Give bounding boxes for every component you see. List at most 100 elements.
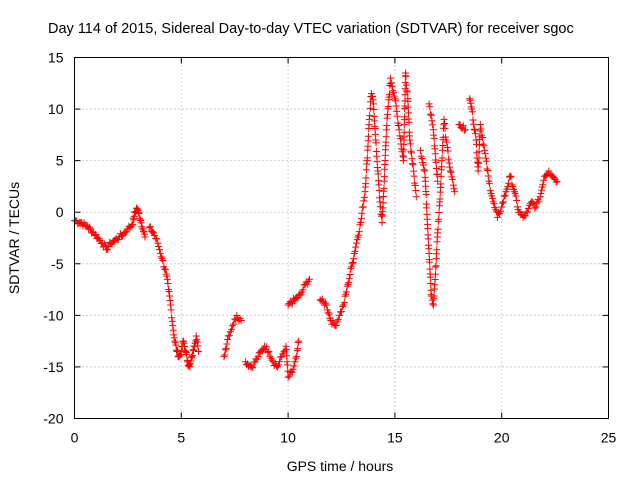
data-point [187,357,195,365]
data-point [498,203,506,211]
data-point [167,301,175,309]
data-point [248,363,256,371]
data-point [475,148,483,156]
data-point [341,292,349,300]
data-point [417,146,425,154]
data-point [220,353,228,361]
data-point [387,79,395,87]
data-point [370,106,378,114]
y-tick-label: 5 [56,153,64,169]
data-point [512,192,520,200]
data-point [428,117,436,125]
data-point [434,177,442,185]
data-point [163,272,171,280]
data-point [249,364,257,372]
data-point [323,306,331,314]
data-point [362,174,370,182]
data-point [352,243,360,251]
data-point [192,337,200,345]
data-point [358,209,366,217]
data-point [383,122,391,130]
data-point [421,167,429,175]
data-point [355,228,363,236]
plot-frame [74,57,609,419]
data-point [375,187,383,195]
data-point [163,275,171,283]
data-point [379,199,387,207]
data-point [363,154,371,162]
data-point [523,208,531,216]
data-point [221,346,229,354]
data-point [360,197,368,205]
data-point [506,172,514,180]
data-point [380,184,388,192]
data-point [470,125,478,133]
data-point [399,152,407,160]
data-point [443,138,451,146]
data-point [489,198,497,206]
data-point [428,296,436,304]
data-point [402,72,410,80]
data-point [293,353,301,361]
data-point [426,273,434,281]
data-point [174,346,182,354]
data-point [478,133,486,141]
data-point [371,125,379,133]
data-point [183,351,191,359]
data-point [500,192,508,200]
data-point [392,97,400,105]
data-point [137,219,145,227]
data-point [508,181,516,189]
data-point [348,260,356,268]
data-point [481,150,489,158]
data-point [466,95,474,103]
x-tick-label: 0 [71,430,79,446]
data-point [426,103,434,111]
x-tick-label: 15 [387,430,403,446]
data-point [357,214,365,222]
data-point [227,326,235,334]
data-point [405,109,413,117]
data-point [438,154,446,162]
data-point [129,221,137,229]
data-point [168,317,176,325]
data-point [476,121,484,129]
data-point [367,90,375,98]
data-point [324,309,332,317]
data-point [497,207,505,215]
data-point [420,166,428,174]
data-point [499,198,507,206]
data-point [406,140,414,148]
data-point [268,356,276,364]
data-point [406,136,414,144]
data-point [181,342,189,350]
data-point [374,170,382,178]
data-point [276,358,284,366]
chart-title: Day 114 of 2015, Sidereal Day-to-day VTE… [48,21,574,37]
data-point [507,173,515,181]
data-point [164,280,172,288]
data-point [321,299,329,307]
data-point [340,299,348,307]
data-point [451,188,459,196]
data-point [401,113,409,121]
data-point [404,97,412,105]
data-point [433,246,441,254]
data-point [529,198,537,206]
data-point [158,255,166,263]
data-point [123,228,131,236]
data-point [393,112,401,120]
data-points [71,69,561,381]
data-point [424,225,432,233]
data-point [433,170,441,178]
data-point [357,219,365,227]
data-point [346,271,354,279]
data-point [283,361,291,369]
data-point [553,177,561,185]
data-point [446,163,454,171]
data-point [345,279,353,287]
x-tick-label: 20 [494,430,510,446]
data-point [423,204,431,212]
data-point [521,212,529,220]
data-point [388,82,396,90]
